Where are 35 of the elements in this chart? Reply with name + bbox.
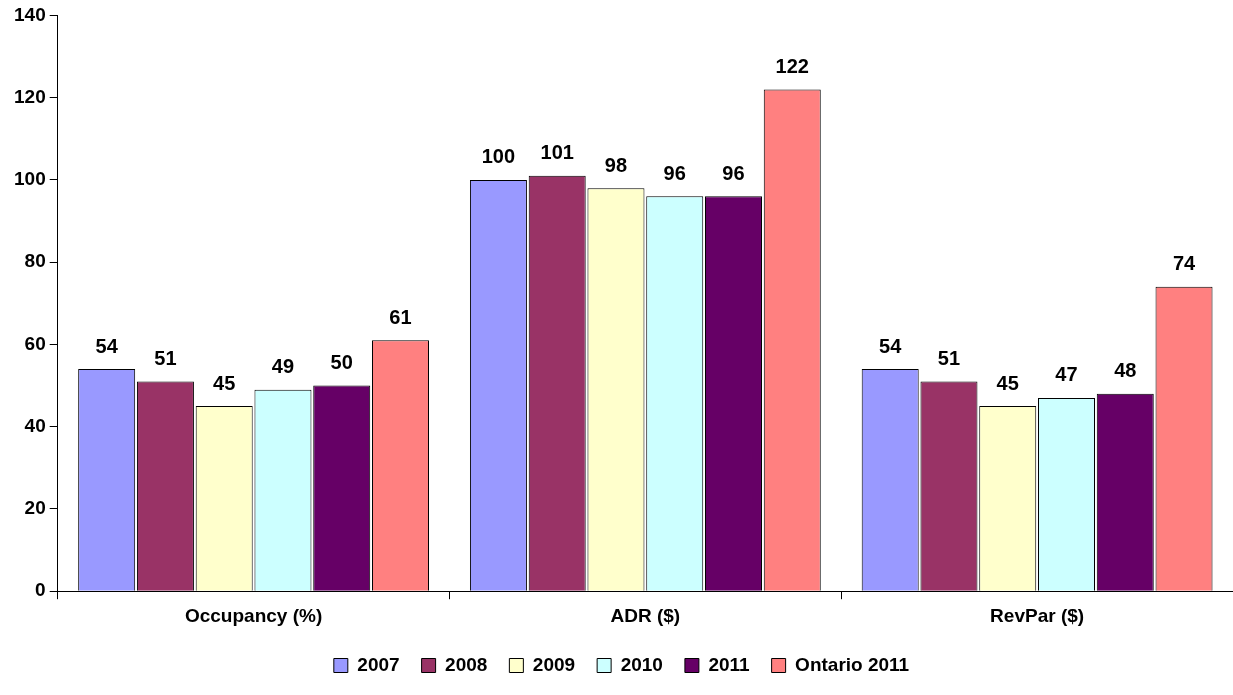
x-tick-label: Occupancy (%): [184, 604, 323, 626]
y-tick-label: 140: [14, 3, 46, 25]
data-label: 96: [663, 161, 686, 184]
data-label: 48: [1114, 359, 1137, 382]
data-label: 54: [879, 334, 903, 357]
y-tick-label: 80: [24, 250, 46, 272]
y-tick-label: 0: [35, 579, 46, 601]
data-label: 100: [481, 145, 516, 168]
y-tick-label: 100: [14, 168, 46, 190]
data-label: 47: [1055, 363, 1078, 386]
data-label: 98: [604, 153, 628, 176]
legend-label: Ontario 2011: [795, 653, 910, 675]
legend-label: 2011: [708, 653, 751, 675]
x-tick-label: RevPar ($): [990, 604, 1085, 626]
data-label: 54: [95, 334, 119, 357]
data-label: 49: [271, 355, 295, 378]
data-label: 122: [775, 54, 809, 77]
legend-label: 2010: [620, 653, 663, 675]
legend-label: 2008: [445, 653, 488, 675]
x-tick-label: ADR ($): [610, 604, 681, 626]
data-label: 96: [722, 161, 745, 184]
legend-label: 2007: [357, 653, 400, 675]
data-label: 50: [330, 351, 353, 374]
y-tick-label: 20: [24, 497, 46, 519]
data-label: 74: [1172, 252, 1197, 275]
data-label: 45: [213, 371, 236, 394]
y-tick-label: 40: [24, 414, 46, 436]
data-label: 61: [389, 305, 412, 328]
data-label: 51: [154, 346, 177, 369]
data-label: 51: [937, 346, 961, 369]
data-label: 45: [996, 371, 1019, 394]
data-label: 101: [540, 141, 574, 164]
legend-label: 2009: [532, 653, 576, 675]
y-tick-label: 120: [14, 85, 46, 107]
y-tick-label: 60: [24, 332, 46, 354]
